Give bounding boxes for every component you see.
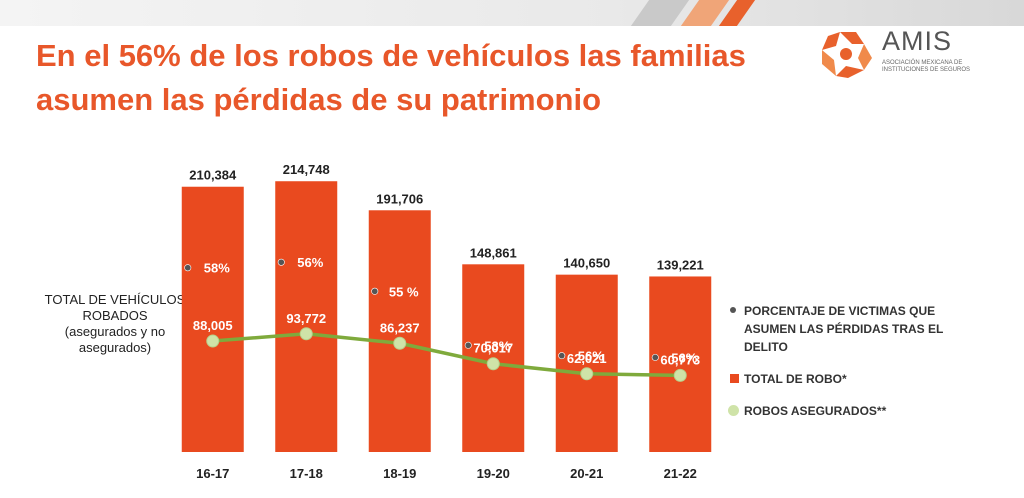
legend-item-percentage: PORCENTAJE DE VICTIMAS QUE ASUMEN LAS PÉ…	[728, 302, 988, 356]
logo-subtitle: Asociación Mexicana de Instituciones de …	[882, 60, 971, 73]
bar-value-label-20-21: 140,650	[563, 256, 610, 271]
x-tick-label-21-22: 21-22	[664, 466, 697, 481]
bar-20-21	[555, 274, 618, 452]
insured-value-label-19-20: 70,017	[473, 341, 513, 356]
pct-marker-19-20	[464, 341, 472, 349]
pct-label-21-22: 56%	[671, 350, 697, 365]
insured-point-17-18	[299, 327, 313, 341]
pct-label-16-17: 58%	[204, 261, 230, 276]
pct-marker-20-21	[558, 352, 566, 360]
legend-dot-marker	[730, 307, 736, 313]
legend-square-marker	[730, 374, 739, 383]
logo-wordmark: AMIS	[882, 26, 953, 56]
bar-value-label-17-18: 214,748	[283, 162, 330, 177]
x-tick-label-20-21: 20-21	[570, 466, 603, 481]
slide-title: En el 56% de los robos de vehículos las …	[36, 38, 746, 117]
insured-value-label-20-21: 62,021	[567, 351, 607, 366]
pct-marker-16-17	[184, 264, 192, 272]
y-axis-label-sub: (asegurados y no asegurados)	[64, 324, 166, 355]
legend-label-percentage: PORCENTAJE DE VICTIMAS QUE ASUMEN LAS PÉ…	[744, 304, 944, 354]
insured-value-label-17-18: 93,772	[286, 311, 326, 326]
x-tick-label-16-17: 16-17	[196, 466, 229, 481]
insured-point-16-17	[206, 334, 220, 348]
pct-label-17-18: 56%	[297, 255, 323, 270]
insured-value-label-21-22: 60,773	[660, 352, 700, 367]
bar-value-label-16-17: 210,384	[189, 168, 237, 183]
legend-green-marker	[728, 405, 739, 416]
pct-label-20-21: 56%	[578, 349, 604, 364]
legend-label-insured: ROBOS ASEGURADOS**	[744, 404, 887, 418]
bar-value-label-18-19: 191,706	[376, 191, 423, 206]
legend-item-total: TOTAL DE ROBO*	[728, 370, 988, 388]
insured-series-line	[212, 332, 681, 378]
pct-label-19-20: 53%	[484, 338, 510, 353]
y-axis-label: TOTAL DE VEHÍCULOS ROBADOS (asegurados y…	[40, 292, 190, 356]
chart-legend: PORCENTAJE DE VICTIMAS QUE ASUMEN LAS PÉ…	[728, 302, 988, 434]
legend-label-total: TOTAL DE ROBO*	[744, 372, 847, 386]
x-tick-label-17-18: 17-18	[290, 466, 323, 481]
pct-marker-18-19	[371, 287, 379, 295]
bar-16-17	[181, 186, 244, 452]
top-decorative-band	[0, 0, 1024, 26]
amis-logo-icon	[822, 32, 872, 78]
bar-21-22	[649, 276, 712, 452]
insured-value-label-16-17: 88,005	[193, 318, 233, 333]
insured-point-18-19	[393, 336, 407, 350]
x-tick-label-18-19: 18-19	[383, 466, 416, 481]
insured-point-21-22	[673, 368, 687, 382]
insured-value-label-18-19: 86,237	[380, 320, 420, 335]
y-axis-label-main: TOTAL DE VEHÍCULOS ROBADOS	[44, 292, 186, 323]
insured-point-20-21	[580, 367, 594, 381]
legend-item-insured: ROBOS ASEGURADOS**	[728, 402, 988, 420]
pct-marker-17-18	[277, 258, 285, 266]
bar-17-18	[275, 181, 338, 453]
insured-point-19-20	[486, 357, 500, 371]
pct-label-18-19: 55 %	[389, 284, 419, 299]
x-tick-label-19-20: 19-20	[477, 466, 510, 481]
bar-18-19	[368, 210, 431, 452]
amis-logo: AMIS Asociación Mexicana de Institucione…	[816, 26, 1006, 82]
bar-value-label-21-22: 139,221	[657, 257, 704, 272]
pct-marker-21-22	[651, 353, 659, 361]
bar-value-label-19-20: 148,861	[470, 245, 517, 260]
